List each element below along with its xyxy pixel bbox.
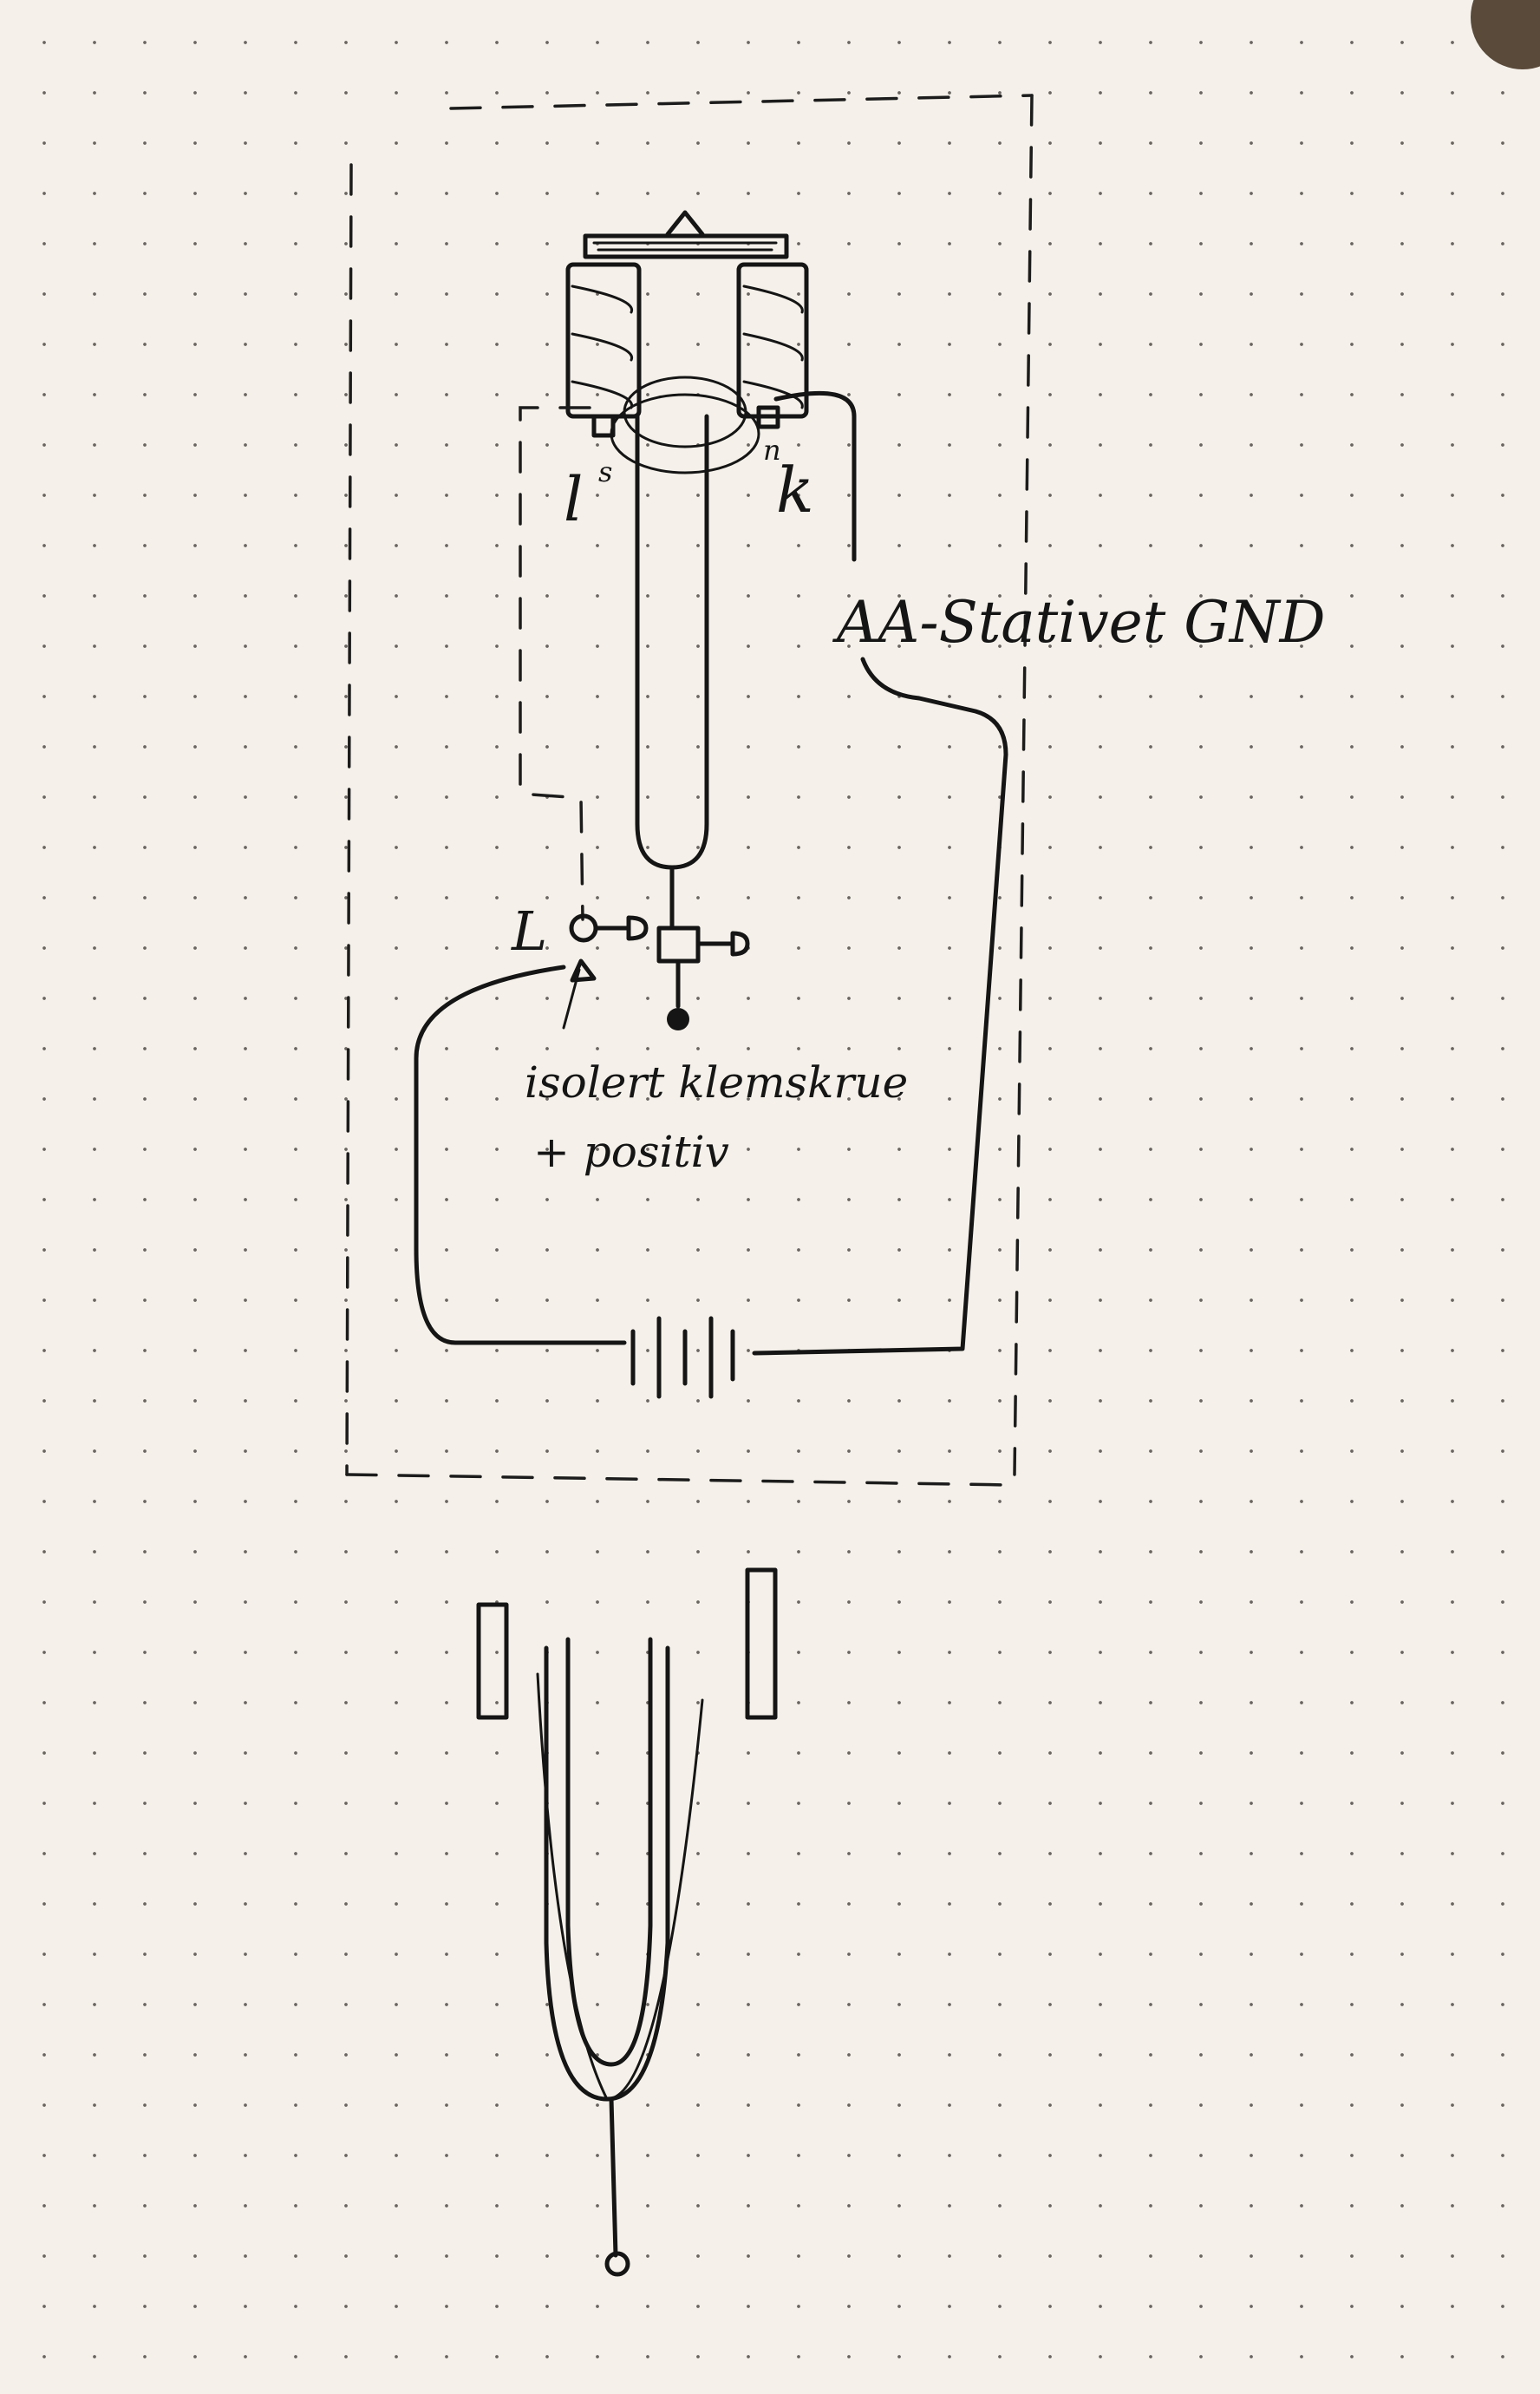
terminal-l-label: L (511, 899, 547, 963)
wire-ground-to-battery (754, 659, 1006, 1353)
coil-left-label: l (564, 464, 583, 535)
battery (633, 1318, 733, 1396)
u-tube-sketch (479, 1570, 775, 2274)
ground-label: AA-Stativet GND (832, 589, 1326, 656)
clamp-screw (659, 867, 747, 1030)
note-line-2: + positiv (533, 1127, 729, 1177)
note-line-1: isolert klemskrue (525, 1057, 908, 1108)
terminal-l (564, 916, 646, 1028)
coil-left-sup-label: s (598, 455, 612, 488)
test-tube (637, 416, 707, 867)
coil-right-label: k (776, 454, 814, 527)
dashed-enclosure (347, 95, 1032, 1485)
